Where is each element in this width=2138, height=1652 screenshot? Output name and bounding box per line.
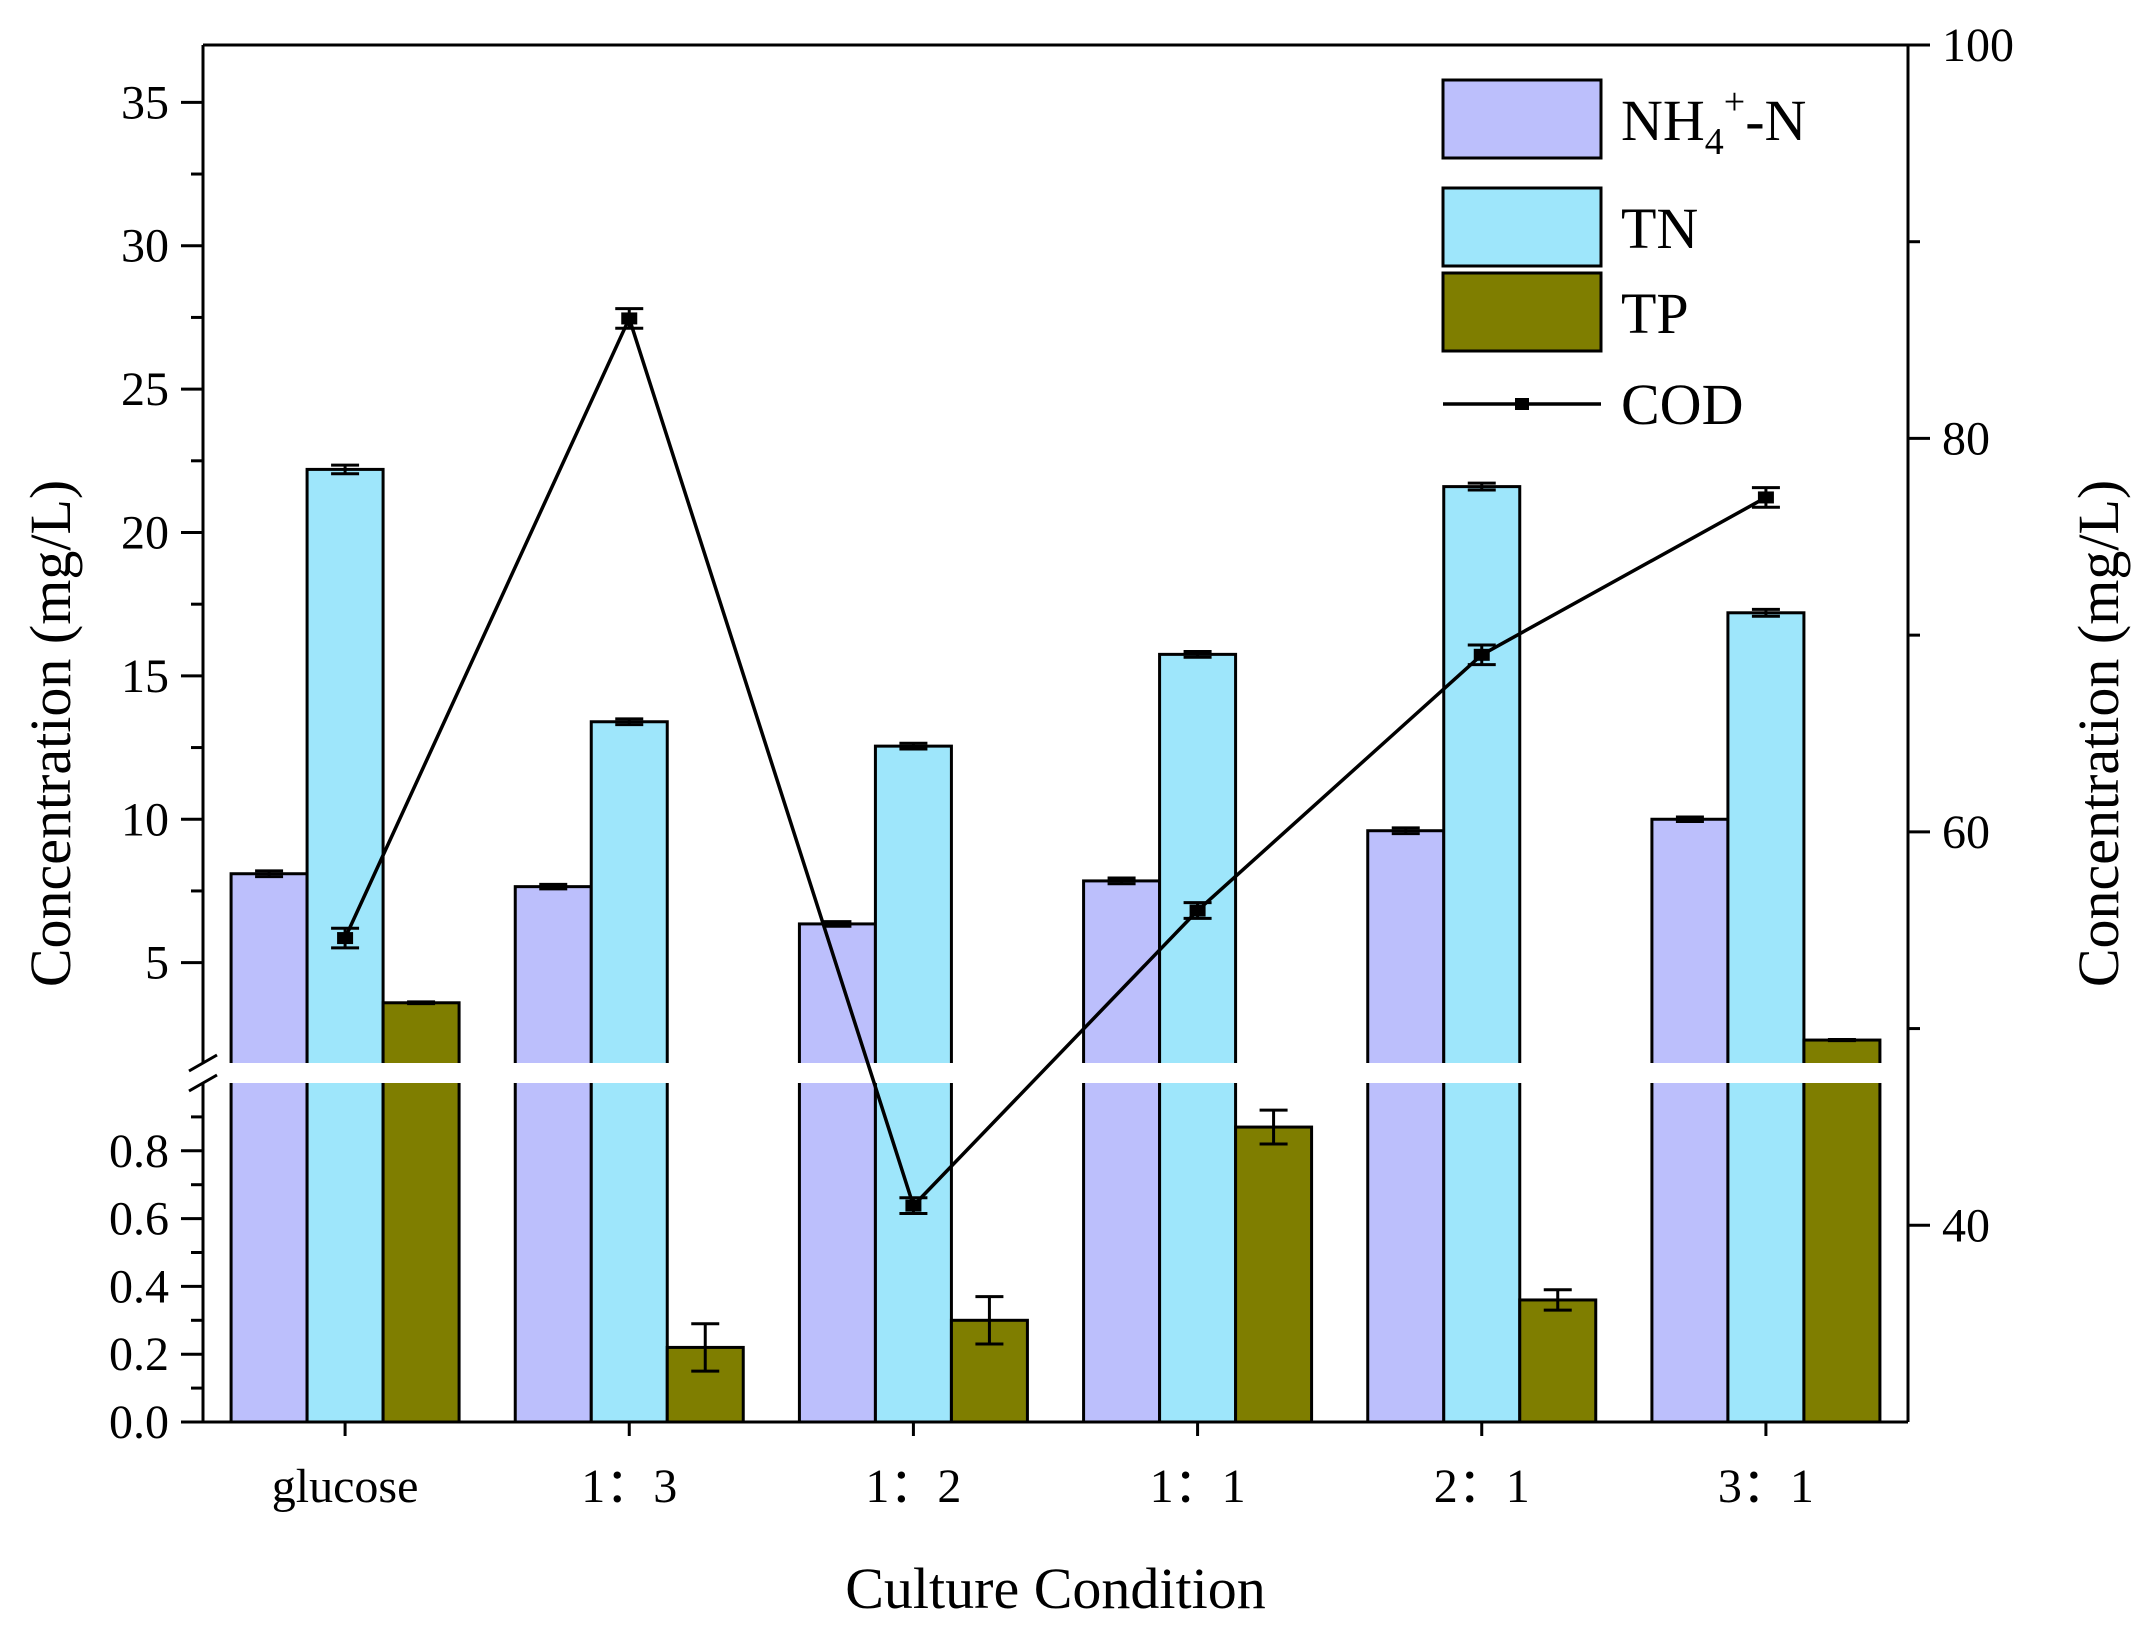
bar-tp-6 <box>1802 1038 1882 1424</box>
error-bar-tp-4 <box>1259 1108 1288 1146</box>
cod-marker <box>337 932 354 945</box>
cod-point-5 <box>1467 643 1496 667</box>
error-bar-tn-3 <box>899 741 928 751</box>
y-right-tick-label: 100 <box>1942 19 2014 72</box>
y-axis-title-left: Concentration (mg/L) <box>18 480 83 987</box>
legend-label: TN <box>1621 196 1698 261</box>
legend: NH4+-N TN TP COD <box>1441 78 1806 437</box>
cod-line-layer <box>331 307 1780 1215</box>
y-left-tick-label: 5 <box>145 937 169 990</box>
bar-tp-4 <box>1234 1125 1314 1424</box>
y-left-lower-tick-label: 0.8 <box>109 1125 169 1178</box>
bar-nh4-n-5 <box>1366 829 1446 1424</box>
bar-tn-6 <box>1726 611 1806 1424</box>
cod-point-6 <box>1751 486 1780 509</box>
bar-tn-3 <box>873 744 953 1424</box>
legend-swatch <box>1441 186 1603 268</box>
cod-line <box>343 313 1767 1209</box>
y-right-tick-label: 80 <box>1942 412 1990 465</box>
x-tick-label: 1：2 <box>865 1460 961 1513</box>
y-axis-title-right: Concentration (mg/L) <box>2066 480 2131 987</box>
y-right-tick-label: 40 <box>1942 1199 1990 1252</box>
bar-tp-5 <box>1518 1298 1598 1424</box>
x-axis-title: Culture Condition <box>845 1556 1266 1621</box>
cod-point-1 <box>331 926 360 950</box>
bar-nh4-n-6 <box>1650 817 1730 1424</box>
bar-tp-2 <box>665 1345 745 1424</box>
bar-nh4-n-3 <box>797 922 877 1424</box>
bar-nh4-n-1 <box>229 872 309 1424</box>
y-left-lower-tick-label: 0.0 <box>109 1396 169 1449</box>
legend-item-tp: TP <box>1441 271 1689 353</box>
legend-item-cod: COD <box>1443 372 1743 437</box>
bars-layer <box>229 467 1882 1424</box>
legend-item-tn: TN <box>1441 186 1698 268</box>
y-left-tick-label: 30 <box>121 220 169 273</box>
error-bar-nh4-n-2 <box>539 882 568 891</box>
axes-layer <box>188 43 1910 1424</box>
error-bars-layer <box>255 463 1856 1373</box>
y-left-lower-tick-label: 0.2 <box>109 1328 169 1381</box>
error-bar-tp-1 <box>407 1000 436 1006</box>
legend-item-nh4-n: NH4+-N <box>1441 78 1806 163</box>
axis-break-mark-lower <box>188 1073 218 1093</box>
error-bar-tp-5 <box>1543 1288 1572 1312</box>
y-left-tick-label: 15 <box>121 650 169 703</box>
cod-marker <box>905 1199 922 1212</box>
legend-label: TP <box>1621 281 1689 346</box>
error-bar-tp-3 <box>975 1295 1004 1346</box>
error-bar-tp-6 <box>1827 1037 1856 1043</box>
cod-marker <box>1757 491 1774 504</box>
error-bar-nh4-n-1 <box>255 869 284 879</box>
cod-marker <box>621 312 638 325</box>
x-tick-label: 1：3 <box>581 1460 677 1513</box>
cod-marker <box>1189 904 1206 917</box>
error-bar-nh4-n-3 <box>823 920 852 928</box>
legend-marker <box>1515 398 1529 410</box>
x-tick-label: 3：1 <box>1718 1460 1814 1513</box>
error-bar-nh4-n-5 <box>1391 826 1420 836</box>
y-right-tick-label: 60 <box>1942 806 1990 859</box>
y-left-tick-label: 10 <box>121 793 169 846</box>
axis-break-mark-upper <box>188 1053 218 1073</box>
error-bar-nh4-n-4 <box>1107 876 1136 886</box>
error-bar-tp-2 <box>691 1322 720 1373</box>
x-tick-label: 2：1 <box>1434 1460 1530 1513</box>
cod-point-2 <box>615 307 644 330</box>
bar-tn-5 <box>1442 485 1522 1424</box>
legend-swatch <box>1441 271 1603 353</box>
cod-point-4 <box>1183 901 1212 920</box>
error-bar-tn-2 <box>615 717 644 727</box>
y-left-lower-tick-label: 0.4 <box>109 1260 169 1313</box>
y-left-tick-label: 35 <box>121 76 169 129</box>
legend-label: COD <box>1621 372 1743 437</box>
legend-swatch <box>1441 78 1603 160</box>
legend-label: NH4+-N <box>1621 81 1806 163</box>
error-bar-tn-1 <box>331 463 360 476</box>
error-bar-tn-6 <box>1751 607 1780 618</box>
error-bar-tn-5 <box>1467 481 1496 492</box>
x-tick-label: 1：1 <box>1150 1460 1246 1513</box>
error-bar-tn-4 <box>1183 649 1212 659</box>
cod-marker <box>1473 648 1490 661</box>
ticks-layer: 5 10 15 20 25 30 35 0.0 0.2 0.4 0.6 0.8 40 60 80 100 glu… <box>18 19 2131 1621</box>
cod-point-3 <box>899 1196 928 1215</box>
y-left-tick-label: 25 <box>121 363 169 416</box>
bar-tn-4 <box>1158 652 1238 1424</box>
x-tick-label: glucose <box>272 1460 419 1513</box>
bar-nh4-n-4 <box>1082 879 1162 1424</box>
error-bar-nh4-n-6 <box>1675 815 1704 824</box>
y-left-tick-label: 20 <box>121 506 169 559</box>
y-left-lower-tick-label: 0.6 <box>109 1193 169 1246</box>
bar-nh4-n-2 <box>513 885 593 1424</box>
